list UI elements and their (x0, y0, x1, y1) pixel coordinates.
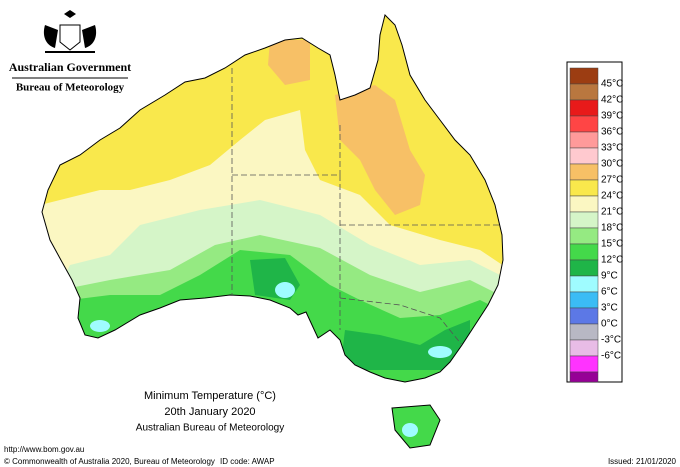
id-code: ID code: AWAP (220, 457, 275, 466)
legend-swatch (569, 227, 599, 245)
issued: Issued: 21/01/2020 (608, 457, 677, 466)
legend-label: 0°C (601, 319, 618, 330)
legend-label: 3°C (601, 303, 618, 314)
legend-swatch (569, 179, 599, 197)
legend-swatch (569, 275, 599, 293)
legend-swatch (569, 147, 599, 165)
legend-label: 12°C (601, 255, 623, 266)
legend-swatch (569, 67, 599, 85)
legend-label: 45°C (601, 79, 623, 90)
tasmania-cold (402, 423, 418, 437)
legend-swatch (569, 115, 599, 133)
legend-label: 6°C (601, 287, 618, 298)
legend-label: 24°C (601, 191, 623, 202)
legend-swatch (569, 323, 599, 341)
legend-swatch (569, 291, 599, 309)
legend-swatch (569, 131, 599, 149)
caption-source: Australian Bureau of Meteorology (136, 423, 284, 434)
legend-label: 30°C (601, 159, 623, 170)
url: http://www.bom.gov.au (4, 445, 84, 454)
caption-date: 20th January 2020 (164, 406, 255, 418)
legend-swatch (569, 371, 599, 383)
legend-swatch (569, 195, 599, 213)
legend-label: 15°C (601, 239, 623, 250)
legend-swatch (569, 307, 599, 325)
legend-label: 36°C (601, 127, 623, 138)
legend-swatch (569, 259, 599, 277)
legend-label: 27°C (601, 175, 623, 186)
legend-swatch (569, 83, 599, 101)
legend-label: 18°C (601, 223, 623, 234)
agency: Bureau of Meteorology (16, 82, 125, 94)
government: Australian Government (9, 60, 131, 74)
legend-swatch (569, 355, 599, 373)
legend-label: 21°C (601, 207, 623, 218)
caption-title: Minimum Temperature (°C) (144, 390, 276, 402)
state-borders (231, 68, 500, 346)
legend-label: 39°C (601, 111, 623, 122)
coat-of-arms (43, 10, 97, 53)
legend-label: 33°C (601, 143, 623, 154)
legend-swatch (569, 163, 599, 181)
legend-label: 9°C (601, 271, 618, 282)
legend-label: 42°C (601, 95, 623, 106)
legend-label: -3°C (601, 335, 621, 346)
legend-swatch (569, 99, 599, 117)
legend-swatch (569, 339, 599, 357)
legend: 45°C 42°C 39°C 36°C 33°C 30°C 27°C 24°C 21°C 18°C… (569, 67, 623, 383)
legend-swatch (569, 243, 599, 261)
legend-label: -6°C (601, 351, 621, 362)
legend-swatch (569, 211, 599, 229)
copyright: © Commonwealth of Australia 2020, Bureau… (4, 457, 215, 466)
